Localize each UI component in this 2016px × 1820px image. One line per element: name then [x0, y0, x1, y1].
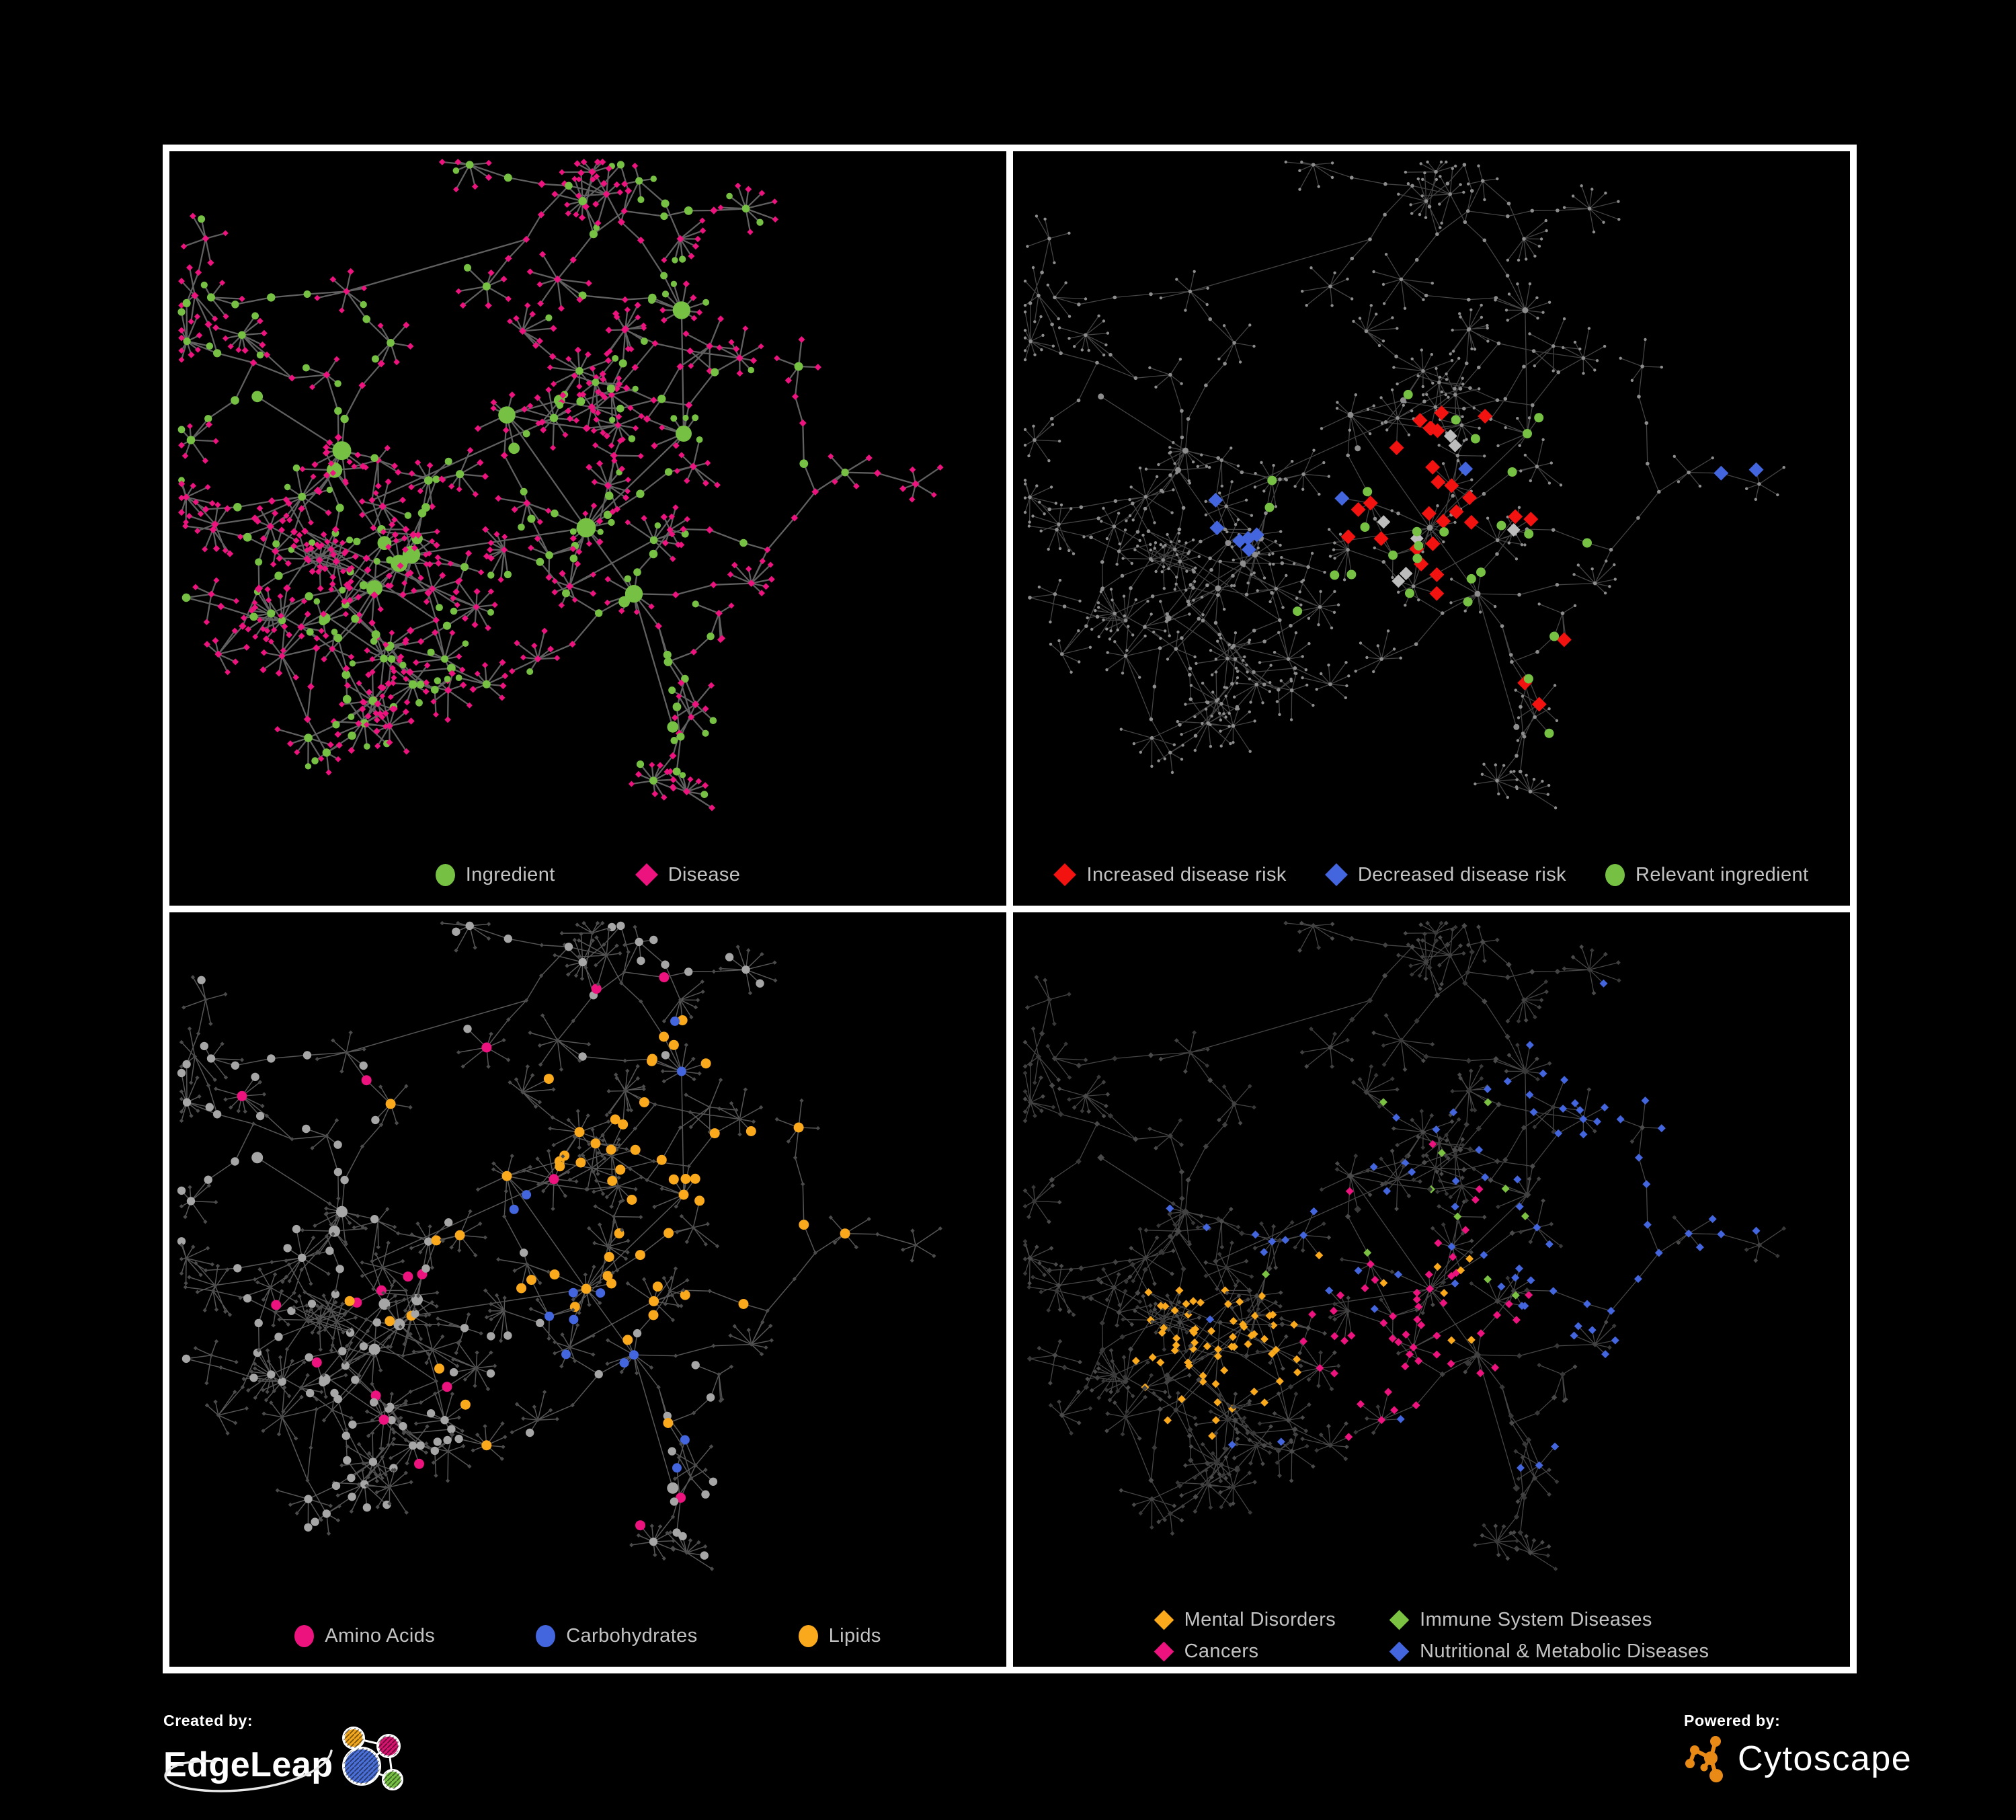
- legend-item: Ingredient: [435, 863, 555, 886]
- network-graph-ingredient-disease: [177, 158, 944, 812]
- legend-item: Immune System Diseases: [1389, 1609, 1709, 1631]
- legend-label: Nutritional & Metabolic Diseases: [1420, 1640, 1709, 1662]
- edgeleap-wordmark: EdgeLeap: [163, 1745, 333, 1784]
- circle-marker-icon: [798, 1624, 818, 1647]
- legend-item: Amino Acids: [294, 1624, 436, 1647]
- circle-marker-icon: [294, 1624, 315, 1647]
- legend-item: Lipids: [798, 1624, 881, 1647]
- edgeleap-network-icon: [341, 1727, 403, 1790]
- legend-item: Carbohydrates: [536, 1624, 698, 1647]
- legend-label: Relevant ingredient: [1636, 863, 1809, 885]
- circle-marker-icon: [435, 863, 455, 886]
- legend-label: Cancers: [1184, 1640, 1259, 1662]
- diamond-marker-icon: [1324, 863, 1348, 886]
- created-by-label: Created by:: [163, 1712, 253, 1729]
- legend-disease-categories: Mental Disorders Immune System Diseases Ca…: [1013, 1605, 1850, 1667]
- panel-ingredient-disease: Ingredient Disease: [169, 151, 1006, 906]
- network-graph-disease-risk: [1023, 160, 1785, 809]
- legend-item: Increased disease risk: [1053, 863, 1287, 886]
- legend-label: Increased disease risk: [1086, 863, 1287, 885]
- network-graph-nutrient-classes: [177, 920, 942, 1571]
- panel-nutrient-classes: Amino Acids Carbohydrates Lipids: [169, 912, 1006, 1667]
- panel-disease-categories: Mental Disorders Immune System Diseases Ca…: [1013, 912, 1850, 1667]
- diamond-marker-icon: [1154, 1641, 1174, 1662]
- legend-label: Carbohydrates: [566, 1624, 698, 1647]
- cytoscape-logo: Powered by: Cytoscape: [1684, 1712, 1912, 1784]
- legend-nutrient-classes: Amino Acids Carbohydrates Lipids: [169, 1605, 1006, 1667]
- legend-item: Nutritional & Metabolic Diseases: [1389, 1640, 1709, 1663]
- diamond-marker-icon: [635, 863, 658, 886]
- panel-disease-risk: Increased disease risk Decreased disease …: [1013, 151, 1850, 906]
- legend-label: Immune System Diseases: [1420, 1609, 1652, 1630]
- diamond-marker-icon: [1389, 1610, 1410, 1630]
- legend-disease-risk: Increased disease risk Decreased disease …: [1013, 844, 1850, 906]
- legend-item: Disease: [635, 863, 741, 886]
- legend-label: Disease: [668, 863, 741, 885]
- edgeleap-logo: Created by: EdgeLeap: [163, 1712, 2016, 1800]
- legend-label: Lipids: [828, 1624, 881, 1647]
- legend-label: Mental Disorders: [1184, 1609, 1336, 1630]
- legend-label: Amino Acids: [325, 1624, 436, 1647]
- diamond-marker-icon: [1154, 1610, 1174, 1630]
- diamond-marker-icon: [1389, 1641, 1410, 1662]
- legend-item: Cancers: [1154, 1640, 1336, 1663]
- circle-marker-icon: [536, 1624, 556, 1647]
- panel-grid: Ingredient Disease Increased disease risk…: [163, 145, 1857, 1673]
- cytoscape-wordmark: Cytoscape: [1738, 1739, 1912, 1778]
- legend-label: Decreased disease risk: [1357, 863, 1567, 885]
- legend-item: Mental Disorders: [1154, 1609, 1336, 1631]
- legend-item: Relevant ingredient: [1605, 863, 1809, 886]
- legend-item: Decreased disease risk: [1324, 863, 1567, 886]
- diamond-marker-icon: [1053, 863, 1077, 886]
- network-graph-disease-categories: [1022, 920, 1787, 1571]
- powered-by-label: Powered by:: [1684, 1712, 1781, 1729]
- legend-label: Ingredient: [465, 863, 555, 885]
- legend-ingredient-disease: Ingredient Disease: [169, 844, 1006, 906]
- circle-marker-icon: [1605, 863, 1625, 886]
- cytoscape-icon: [1685, 1736, 1723, 1782]
